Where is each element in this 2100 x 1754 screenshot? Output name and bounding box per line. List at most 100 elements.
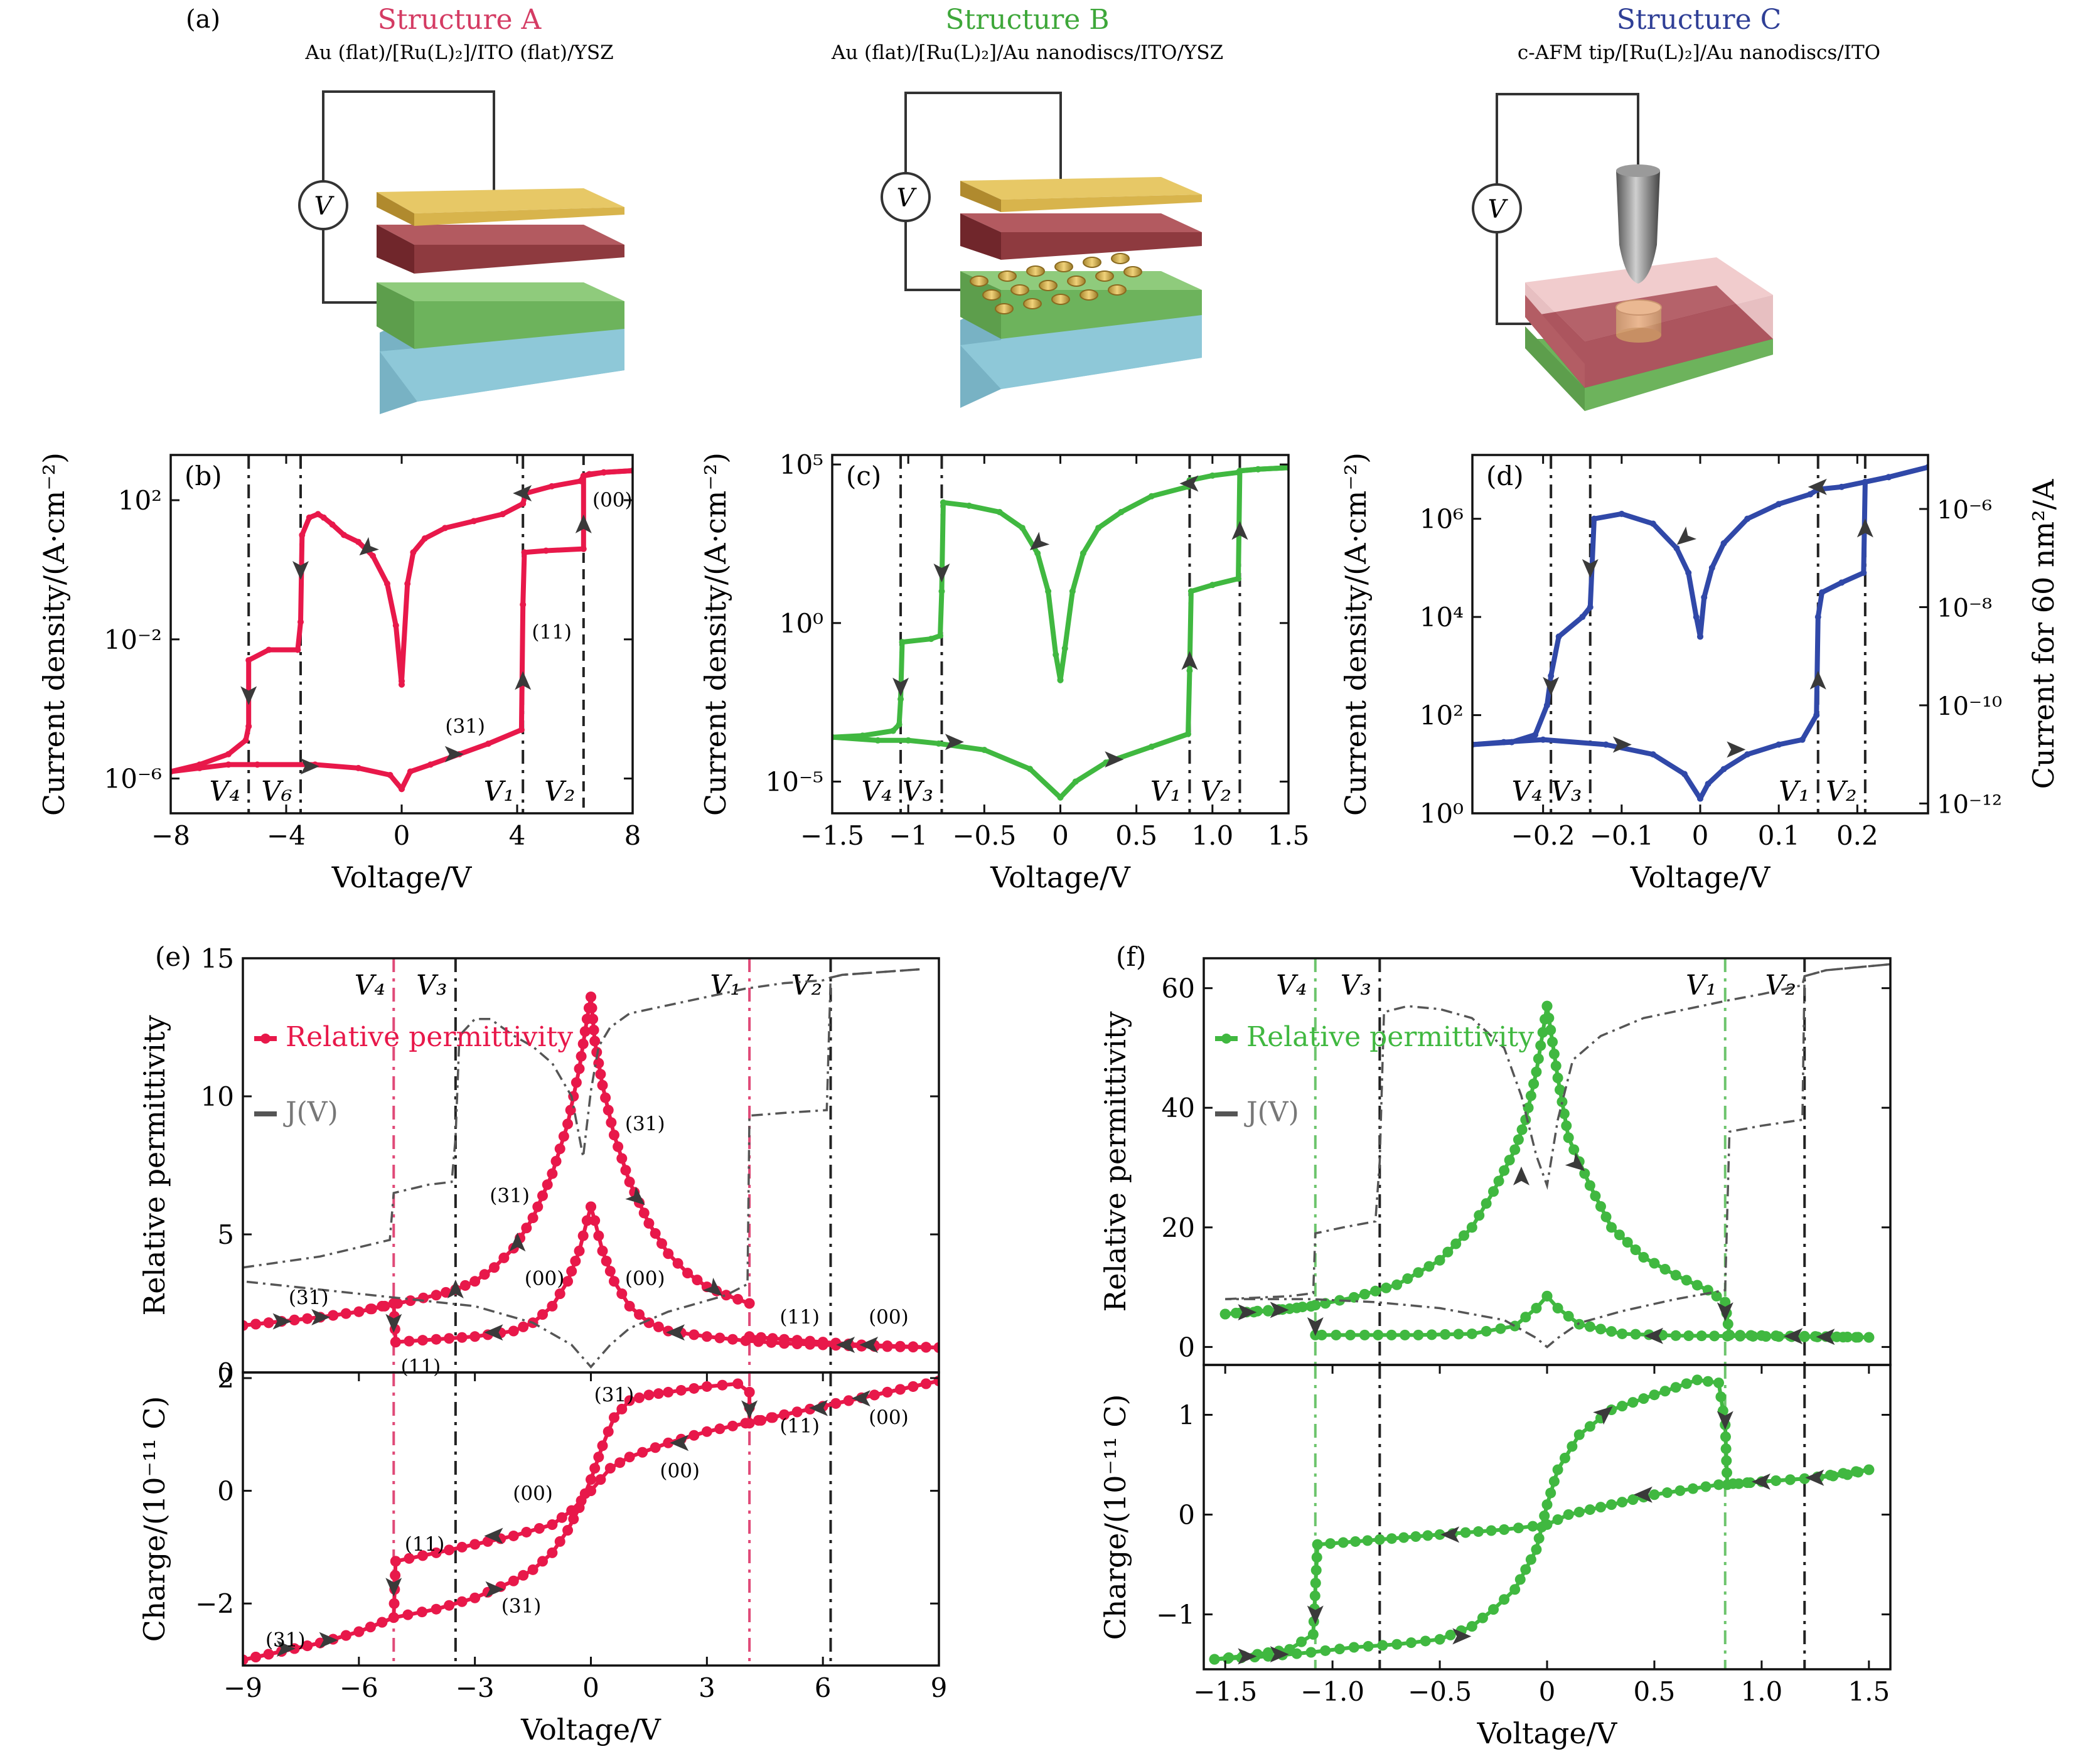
data-point — [1495, 1323, 1506, 1334]
data-point — [225, 751, 232, 757]
data-point — [1850, 1332, 1862, 1343]
data-point — [508, 1530, 519, 1541]
y-tick-label: 10⁰ — [1420, 798, 1464, 829]
data-point — [390, 1337, 401, 1348]
data-point — [404, 1335, 415, 1347]
data-point — [1602, 741, 1609, 748]
data-point — [1309, 1590, 1321, 1602]
data-point — [265, 646, 272, 653]
data-point — [1627, 1494, 1639, 1505]
data-point — [1466, 1621, 1477, 1632]
data-point — [624, 1452, 635, 1463]
data-point — [1591, 515, 1598, 522]
data-point — [1721, 1467, 1732, 1479]
data-point — [404, 1553, 415, 1564]
y-tick-label: 0 — [1178, 1332, 1195, 1362]
direction-arrow — [1582, 559, 1599, 578]
data-point — [1649, 1389, 1660, 1401]
data-point — [1721, 1455, 1732, 1467]
data-point — [254, 761, 260, 768]
data-point — [1514, 1574, 1526, 1585]
data-point — [196, 764, 203, 771]
data-point — [589, 1215, 601, 1226]
data-point — [243, 1654, 249, 1666]
data-point — [421, 535, 428, 542]
data-point — [562, 1276, 574, 1287]
data-point — [1541, 1000, 1553, 1012]
data-point — [1747, 1330, 1759, 1342]
data-point — [586, 1485, 596, 1497]
data-point — [1552, 1072, 1563, 1084]
data-point — [1700, 1481, 1712, 1492]
data-point — [589, 1035, 601, 1047]
transition-annotation: (11) — [401, 1356, 441, 1378]
data-point — [603, 1426, 614, 1437]
data-point — [570, 1256, 581, 1267]
x-tick-label: −4 — [267, 820, 306, 851]
data-point — [753, 1414, 764, 1426]
data-point — [1587, 604, 1594, 611]
data-point — [554, 1143, 565, 1155]
direction-arrow — [1105, 751, 1124, 768]
data-point — [597, 1079, 608, 1091]
y-tick-label: −2 — [195, 1588, 234, 1619]
layer-gold — [377, 188, 624, 226]
data-point — [387, 772, 394, 779]
x-tick-label: −1.5 — [1193, 1676, 1257, 1707]
direction-arrow — [670, 1435, 689, 1452]
data-point — [225, 761, 232, 768]
y-tick-label: 60 — [1162, 973, 1195, 1004]
data-point — [616, 1403, 628, 1414]
data-point — [1543, 702, 1550, 709]
data-point — [843, 1395, 854, 1406]
data-point — [586, 1474, 596, 1485]
data-point — [1541, 1499, 1553, 1511]
chart-panel-b: V₄ V₆ V₁ V₂(00)(11)(31)−8 −4 0 4 810⁻⁶10⁻²10²(b… — [37, 452, 641, 894]
data-point — [1450, 1238, 1462, 1249]
data-point — [721, 1290, 732, 1301]
y-tick-label: −1 — [1156, 1600, 1195, 1630]
y-axis-label: Relative permittivity — [1098, 1012, 1132, 1312]
x-tick-label: −1.0 — [1300, 1676, 1364, 1707]
x-tick-label: 0.1 — [1758, 820, 1800, 851]
data-point — [1488, 1604, 1499, 1615]
data-point — [817, 1339, 828, 1350]
data-point — [532, 1201, 544, 1212]
data-point — [1235, 575, 1242, 582]
data-point — [299, 532, 306, 538]
data-point — [365, 1303, 376, 1315]
panel-label: (c) — [846, 461, 881, 491]
legend-label: Relative permittivity — [1246, 1021, 1534, 1053]
voltmeter-label: V — [1488, 195, 1509, 224]
data-point — [1079, 550, 1086, 557]
data-point — [1422, 1530, 1433, 1541]
data-point — [577, 1230, 589, 1241]
structure-b-title: Structure B — [945, 4, 1109, 36]
data-point — [1148, 493, 1155, 500]
data-point — [1251, 1305, 1263, 1317]
data-point — [1606, 1326, 1617, 1337]
data-point — [1531, 1544, 1542, 1555]
y-tick-label: 10⁵ — [779, 449, 823, 480]
data-point — [1311, 1552, 1322, 1563]
data-point — [416, 1607, 427, 1618]
data-point — [250, 1652, 262, 1663]
direction-arrow — [1307, 1317, 1324, 1337]
data-point — [897, 696, 904, 703]
direction-arrow — [1270, 1646, 1289, 1663]
transition-annotation: (00) — [869, 1406, 909, 1429]
x-tick-label: 0 — [1052, 820, 1069, 851]
data-point — [604, 1266, 616, 1277]
data-point — [549, 483, 555, 489]
data-point — [1561, 1120, 1572, 1131]
data-point — [581, 1215, 592, 1226]
data-point — [576, 1495, 587, 1506]
data-point — [456, 1541, 468, 1553]
data-point — [732, 1293, 744, 1305]
data-point — [663, 1386, 674, 1398]
structure-a-title: Structure A — [378, 4, 542, 36]
x-tick-label: 4 — [509, 820, 526, 851]
data-point — [1584, 1421, 1595, 1432]
data-point — [580, 545, 587, 552]
chart-panel-f-bottom: −1.5 −1.0 −0.5 0 0.5 1.0 1.5 −1 0 1 Voltage/V Charg… — [1098, 1364, 1892, 1750]
